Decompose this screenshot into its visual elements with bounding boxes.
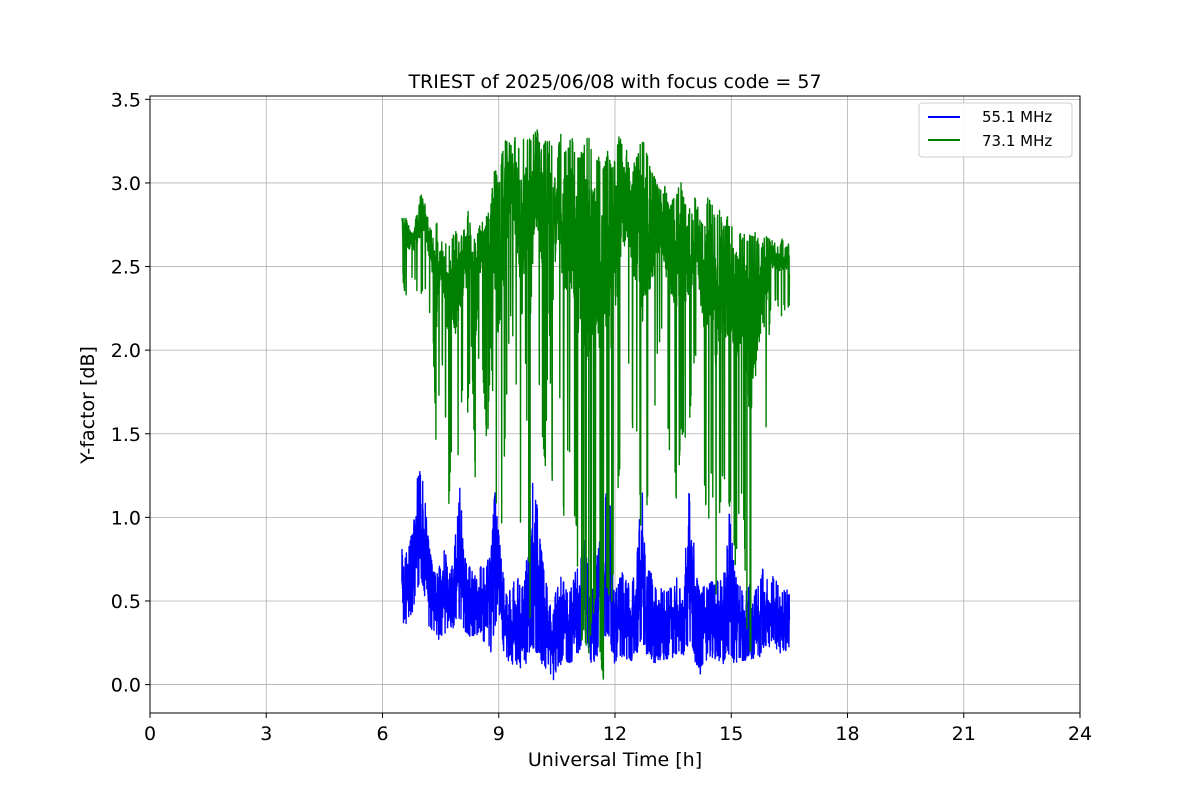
x-tick-label: 0 xyxy=(144,723,156,745)
series-line-55mhz xyxy=(401,471,791,681)
axis-ticks: 0 3 6 9 12 15 18 21 24 0.0 0.5 1.0 1.5 2.0 2.5 3.0 3.5 xyxy=(111,89,1092,745)
plot-area xyxy=(401,129,791,681)
y-tick-label: 2.0 xyxy=(111,340,141,362)
y-tick-label: 0.5 xyxy=(111,591,141,613)
x-tick-label: 24 xyxy=(1068,723,1092,745)
x-tick-label: 9 xyxy=(493,723,505,745)
y-axis-label: Y-factor [dB] xyxy=(77,346,99,465)
y-tick-label: 3.0 xyxy=(111,173,141,195)
legend-label-73mhz: 73.1 MHz xyxy=(982,132,1052,150)
x-tick-label: 3 xyxy=(260,723,272,745)
chart-title: TRIEST of 2025/06/08 with focus code = 5… xyxy=(407,71,821,93)
x-tick-label: 6 xyxy=(376,723,388,745)
x-tick-label: 18 xyxy=(835,723,859,745)
y-tick-label: 2.5 xyxy=(111,257,141,279)
legend: 55.1 MHz 73.1 MHz xyxy=(918,102,1073,158)
y-tick-label: 1.0 xyxy=(111,507,141,529)
series-line-73mhz xyxy=(401,129,791,680)
x-tick-label: 21 xyxy=(952,723,976,745)
x-axis-label: Universal Time [h] xyxy=(528,749,702,771)
legend-label-55mhz: 55.1 MHz xyxy=(982,108,1052,126)
x-tick-label: 12 xyxy=(603,723,627,745)
y-tick-label: 1.5 xyxy=(111,424,141,446)
x-tick-label: 15 xyxy=(719,723,743,745)
y-tick-label: 0.0 xyxy=(111,675,141,697)
y-tick-label: 3.5 xyxy=(111,89,141,111)
